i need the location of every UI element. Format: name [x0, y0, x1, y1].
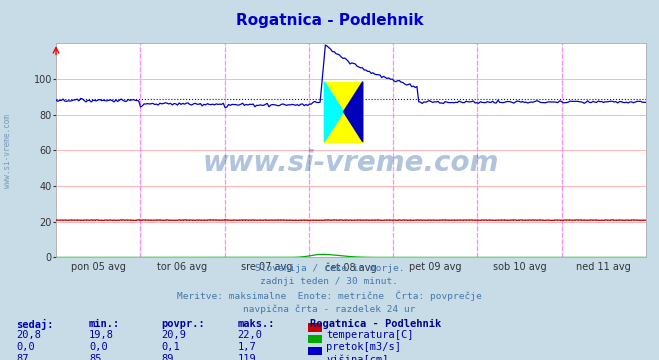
Bar	[324, 82, 362, 142]
Text: 0,0: 0,0	[16, 342, 35, 352]
Text: 89: 89	[161, 354, 174, 360]
Text: sedaj:: sedaj:	[16, 319, 54, 330]
Text: zadnji teden / 30 minut.: zadnji teden / 30 minut.	[260, 277, 399, 286]
Text: www.si-vreme.com: www.si-vreme.com	[203, 149, 499, 177]
Text: Slovenija / reke in morje.: Slovenija / reke in morje.	[255, 264, 404, 273]
Text: Rogatnica - Podlehnik: Rogatnica - Podlehnik	[236, 13, 423, 28]
Text: 20,9: 20,9	[161, 330, 186, 341]
Polygon shape	[343, 82, 362, 142]
Text: pretok[m3/s]: pretok[m3/s]	[326, 342, 401, 352]
Text: 85: 85	[89, 354, 101, 360]
Text: temperatura[C]: temperatura[C]	[326, 330, 414, 341]
Polygon shape	[324, 82, 343, 142]
Text: maks.:: maks.:	[237, 319, 275, 329]
Text: 119: 119	[237, 354, 256, 360]
Text: višina[cm]: višina[cm]	[326, 354, 389, 360]
Text: min.:: min.:	[89, 319, 120, 329]
Text: povpr.:: povpr.:	[161, 319, 205, 329]
Text: www.si-vreme.com: www.si-vreme.com	[3, 114, 13, 188]
Text: Meritve: maksimalne  Enote: metrične  Črta: povprečje: Meritve: maksimalne Enote: metrične Črta…	[177, 291, 482, 301]
Text: 0,0: 0,0	[89, 342, 107, 352]
Text: Rogatnica - Podlehnik: Rogatnica - Podlehnik	[310, 319, 441, 329]
Text: navpična črta - razdelek 24 ur: navpična črta - razdelek 24 ur	[243, 305, 416, 314]
Text: 1,7: 1,7	[237, 342, 256, 352]
Text: 0,1: 0,1	[161, 342, 180, 352]
Text: 20,8: 20,8	[16, 330, 42, 341]
Text: 19,8: 19,8	[89, 330, 114, 341]
Text: 22,0: 22,0	[237, 330, 262, 341]
Text: 87: 87	[16, 354, 29, 360]
